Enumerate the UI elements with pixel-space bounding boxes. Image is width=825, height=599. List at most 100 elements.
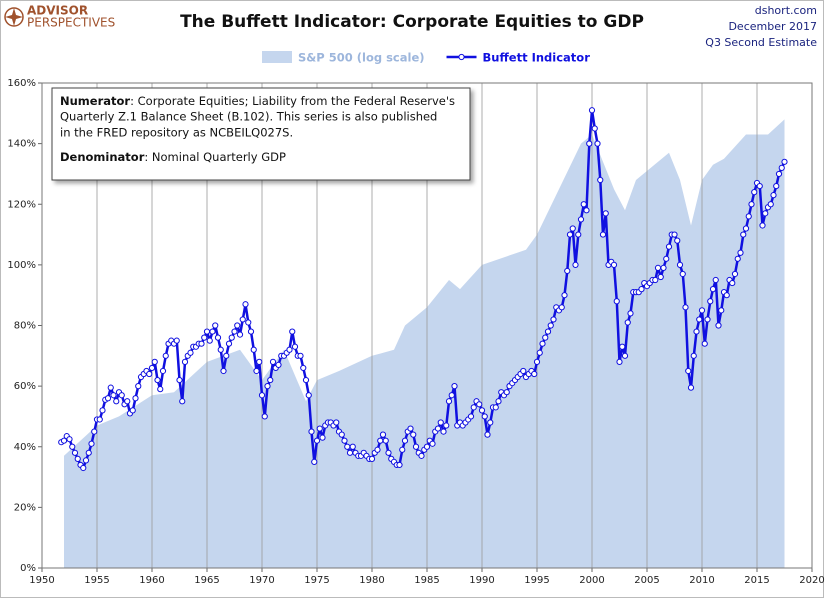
indicator-point xyxy=(209,328,216,335)
indicator-point xyxy=(690,352,697,359)
indicator-point xyxy=(66,436,73,443)
indicator-point xyxy=(434,425,442,432)
annotation-text: : Nominal Quarterly GDP xyxy=(144,150,286,164)
indicator-point xyxy=(96,416,103,423)
indicator-point xyxy=(572,261,579,268)
indicator-point xyxy=(588,107,596,114)
indicator-point xyxy=(693,328,700,335)
indicator-point xyxy=(396,461,403,469)
indicator-point xyxy=(696,316,703,323)
indicator-point xyxy=(228,334,235,341)
indicator-point xyxy=(179,398,186,405)
indicator-point xyxy=(349,443,356,450)
y-tick-label: 20% xyxy=(14,502,36,513)
indicator-point xyxy=(245,319,252,326)
y-tick-label: 80% xyxy=(14,321,36,332)
indicator-point xyxy=(467,413,475,420)
indicator-point xyxy=(707,298,714,305)
indicator-point xyxy=(99,407,106,414)
indicator-point xyxy=(269,358,277,365)
indicator-point xyxy=(132,395,139,402)
indicator-point xyxy=(338,431,345,438)
indicator-point xyxy=(575,231,582,238)
indicator-point xyxy=(231,328,238,335)
indicator-point xyxy=(60,437,68,444)
indicator-point xyxy=(379,431,387,438)
indicator-point xyxy=(698,307,706,314)
x-tick-label: 1985 xyxy=(414,575,439,586)
annotation-text: : Corporate Equities; Liability from the… xyxy=(130,94,455,108)
indicator-point xyxy=(113,398,120,405)
x-tick-label: 2000 xyxy=(579,575,604,586)
indicator-point xyxy=(341,437,348,444)
indicator-point xyxy=(104,395,112,402)
indicator-point xyxy=(731,270,739,278)
indicator-point xyxy=(767,201,774,208)
indicator-point xyxy=(676,261,684,268)
indicator-point xyxy=(313,437,321,444)
indicator-point xyxy=(544,328,552,335)
indicator-point xyxy=(613,298,620,305)
indicator-point xyxy=(289,328,296,335)
indicator-point xyxy=(773,182,780,190)
indicator-point xyxy=(751,189,758,196)
indicator-point xyxy=(151,358,158,365)
y-tick-label: 40% xyxy=(14,442,36,453)
x-tick-label: 1970 xyxy=(249,575,274,586)
indicator-point xyxy=(536,349,543,356)
indicator-point xyxy=(173,337,180,344)
indicator-point xyxy=(685,367,692,375)
indicator-point xyxy=(762,210,769,217)
indicator-point xyxy=(451,383,458,390)
indicator-point xyxy=(597,176,604,184)
indicator-point xyxy=(159,367,167,375)
indicator-point xyxy=(440,428,447,435)
numerator-label: Numerator xyxy=(60,94,130,108)
indicator-point xyxy=(481,413,488,420)
indicator-point xyxy=(291,343,299,350)
indicator-point xyxy=(550,316,557,323)
annotation-line: Denominator: Nominal Quarterly GDP xyxy=(60,150,286,164)
indicator-point xyxy=(742,225,750,232)
indicator-point xyxy=(621,352,629,359)
denominator-label: Denominator xyxy=(60,150,145,164)
indicator-point xyxy=(709,286,717,293)
indicator-point xyxy=(748,201,755,208)
indicator-point xyxy=(561,292,568,299)
x-tick-label: 1995 xyxy=(524,575,549,586)
y-tick-label: 0% xyxy=(20,563,36,574)
indicator-point xyxy=(737,249,744,256)
indicator-point xyxy=(437,419,444,426)
indicator-point xyxy=(663,255,670,262)
indicator-point xyxy=(778,164,785,171)
indicator-point xyxy=(135,383,142,390)
indicator-point xyxy=(531,370,538,378)
indicator-point xyxy=(429,440,436,447)
annotation-line: Quarterly Z.1 Balance Sheet (B.102). Thi… xyxy=(60,110,437,124)
indicator-point xyxy=(201,334,208,341)
indicator-point xyxy=(745,213,752,220)
indicator-point xyxy=(445,398,453,405)
indicator-point xyxy=(448,392,455,399)
y-tick-label: 100% xyxy=(7,260,36,271)
indicator-point xyxy=(214,334,222,341)
x-tick-label: 1990 xyxy=(469,575,494,586)
indicator-point xyxy=(418,452,425,459)
indicator-point xyxy=(682,304,689,311)
indicator-point xyxy=(470,404,477,411)
indicator-point xyxy=(236,331,244,338)
indicator-point xyxy=(82,457,90,464)
indicator-point xyxy=(580,201,587,208)
indicator-point xyxy=(533,358,541,365)
indicator-point xyxy=(594,140,601,147)
indicator-point xyxy=(308,428,315,435)
indicator-point xyxy=(407,425,414,432)
indicator-point xyxy=(624,319,631,326)
indicator-point xyxy=(333,419,340,426)
indicator-point xyxy=(401,437,409,444)
indicator-point xyxy=(723,292,730,299)
annotation-box: Numerator: Corporate Equities; Liability… xyxy=(51,87,471,181)
indicator-point xyxy=(443,422,450,429)
indicator-point xyxy=(69,443,76,450)
logo-text: PERSPECTIVES xyxy=(27,16,115,30)
